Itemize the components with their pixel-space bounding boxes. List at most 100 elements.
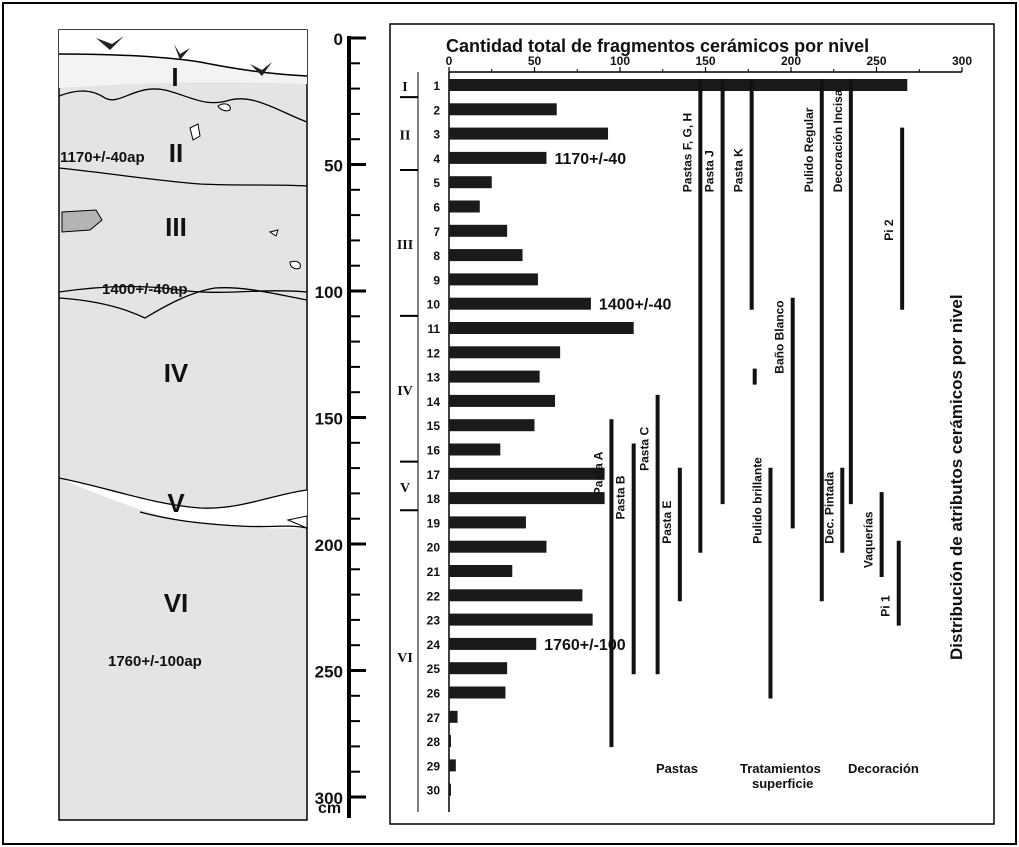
boundary-ii-iii <box>58 167 308 187</box>
inclusion-3 <box>289 260 301 270</box>
layer-label: IV <box>397 384 413 399</box>
inclusion-4 <box>268 229 279 237</box>
layer-label: V <box>400 481 410 496</box>
stone-inclusion <box>61 209 103 233</box>
fragment-bar <box>449 637 537 650</box>
fragment-bar <box>449 322 634 334</box>
profile-date-1: 1170+/-40ap <box>60 149 145 166</box>
boundary-i-ii <box>58 88 308 123</box>
level-label: 15 <box>427 419 441 433</box>
profile-layer-label: III <box>165 212 187 242</box>
attribute-label: Pasta E <box>660 500 674 543</box>
fragment-bar <box>449 419 535 432</box>
level-label: 6 <box>433 201 440 215</box>
fragment-bar <box>449 686 506 699</box>
date-annotation: 1760+/-100 <box>544 637 626 654</box>
group-label-tratamientos: Tratamientos superficie <box>740 761 825 791</box>
fragment-bar <box>449 783 451 796</box>
x-tick-label: 300 <box>952 54 972 68</box>
depth-tick-label: 150 <box>315 410 343 429</box>
fragment-bar <box>449 249 523 262</box>
attribute-label: Decoración Incisa <box>831 89 845 192</box>
fragment-bar <box>449 224 508 237</box>
fragment-bar <box>449 151 547 164</box>
fragment-bar <box>449 710 458 723</box>
x-tick-label: 0 <box>446 54 453 68</box>
level-label: 29 <box>427 759 441 773</box>
level-label: 19 <box>427 516 441 530</box>
level-label: 24 <box>427 638 441 652</box>
attribute-label: Pasta J <box>703 150 717 192</box>
depth-tick-label: 0 <box>334 30 343 49</box>
depth-tick-label: 200 <box>315 536 343 555</box>
ground-surface-line <box>58 53 308 77</box>
boundary-v-vi <box>139 511 308 529</box>
fragment-bar <box>449 613 593 626</box>
level-label: 27 <box>427 711 441 725</box>
group-label-pastas: Pastas <box>656 761 698 776</box>
level-label: 4 <box>433 152 440 166</box>
attribute-label: Pulido brillante <box>750 457 764 544</box>
level-label: 13 <box>427 371 441 385</box>
layer-label: I <box>402 80 407 95</box>
profile-layer-label: V <box>167 488 185 518</box>
level-label: 25 <box>427 662 441 676</box>
level-label: 17 <box>427 468 441 482</box>
depth-ruler: cm 0 50 100 150 200 250 300 <box>315 30 366 818</box>
boundary-iii-lense-top <box>58 285 308 293</box>
inclusion-2 <box>217 103 231 112</box>
level-label: 18 <box>427 492 441 506</box>
layer-label: VI <box>397 651 413 666</box>
attribute-label: Baño Blanco <box>773 300 787 373</box>
layer-i-fill <box>59 54 307 88</box>
boundary-iii-iv <box>58 287 308 319</box>
date-annotation: 1170+/-40 <box>554 151 626 168</box>
fragment-bar <box>449 589 583 602</box>
level-label: 12 <box>427 346 441 360</box>
date-annotation: 1400+/-40 <box>599 297 672 314</box>
attribute-label: Pi 2 <box>882 219 896 241</box>
x-tick-label: 200 <box>781 54 801 68</box>
level-label: 21 <box>427 565 441 579</box>
boundary-iv-v <box>58 477 308 509</box>
fragment-bar <box>449 370 540 383</box>
attribute-label: Pi 1 <box>879 595 893 617</box>
level-label: 5 <box>433 176 440 190</box>
profile-date-3: 1760+/-100ap <box>108 653 202 670</box>
layer-label: III <box>397 238 413 253</box>
fragment-bar <box>449 735 451 748</box>
layer-label: II <box>400 129 411 144</box>
x-tick-label: 100 <box>610 54 630 68</box>
fragment-bar <box>449 662 508 675</box>
attribute-label: Pulido Regular <box>802 107 816 192</box>
level-label: 30 <box>427 784 441 798</box>
depth-unit: cm <box>318 800 341 817</box>
fragment-bar <box>449 200 480 213</box>
attribute-label: Vaquerías <box>862 511 876 568</box>
group-label-decoracion: Decoración <box>848 761 919 776</box>
level-label: 7 <box>433 225 440 239</box>
profile-layer-label: I <box>171 62 178 92</box>
inclusion-1 <box>189 123 201 141</box>
fragment-bar <box>449 492 605 505</box>
fragment-bar <box>449 394 556 407</box>
level-label: 23 <box>427 614 441 628</box>
depth-tick-label: 300 <box>315 789 343 808</box>
profile-date-2: 1400+/-40ap <box>102 281 187 298</box>
chart-title: Cantidad total de fragmentos cerámicos p… <box>446 36 869 56</box>
attribute-label: Pasta K <box>732 148 746 192</box>
fragment-bar <box>449 297 591 310</box>
x-tick-label: 150 <box>695 54 715 68</box>
attribute-label: Pasta B <box>614 475 628 519</box>
x-tick-label: 50 <box>528 54 542 68</box>
depth-tick-label: 50 <box>324 157 343 176</box>
level-label: 11 <box>427 322 440 336</box>
level-label: 1 <box>433 79 440 93</box>
fragment-bar <box>449 759 456 772</box>
fragment-bar <box>449 467 605 480</box>
level-label: 28 <box>427 735 441 749</box>
depth-tick-label: 250 <box>315 663 343 682</box>
